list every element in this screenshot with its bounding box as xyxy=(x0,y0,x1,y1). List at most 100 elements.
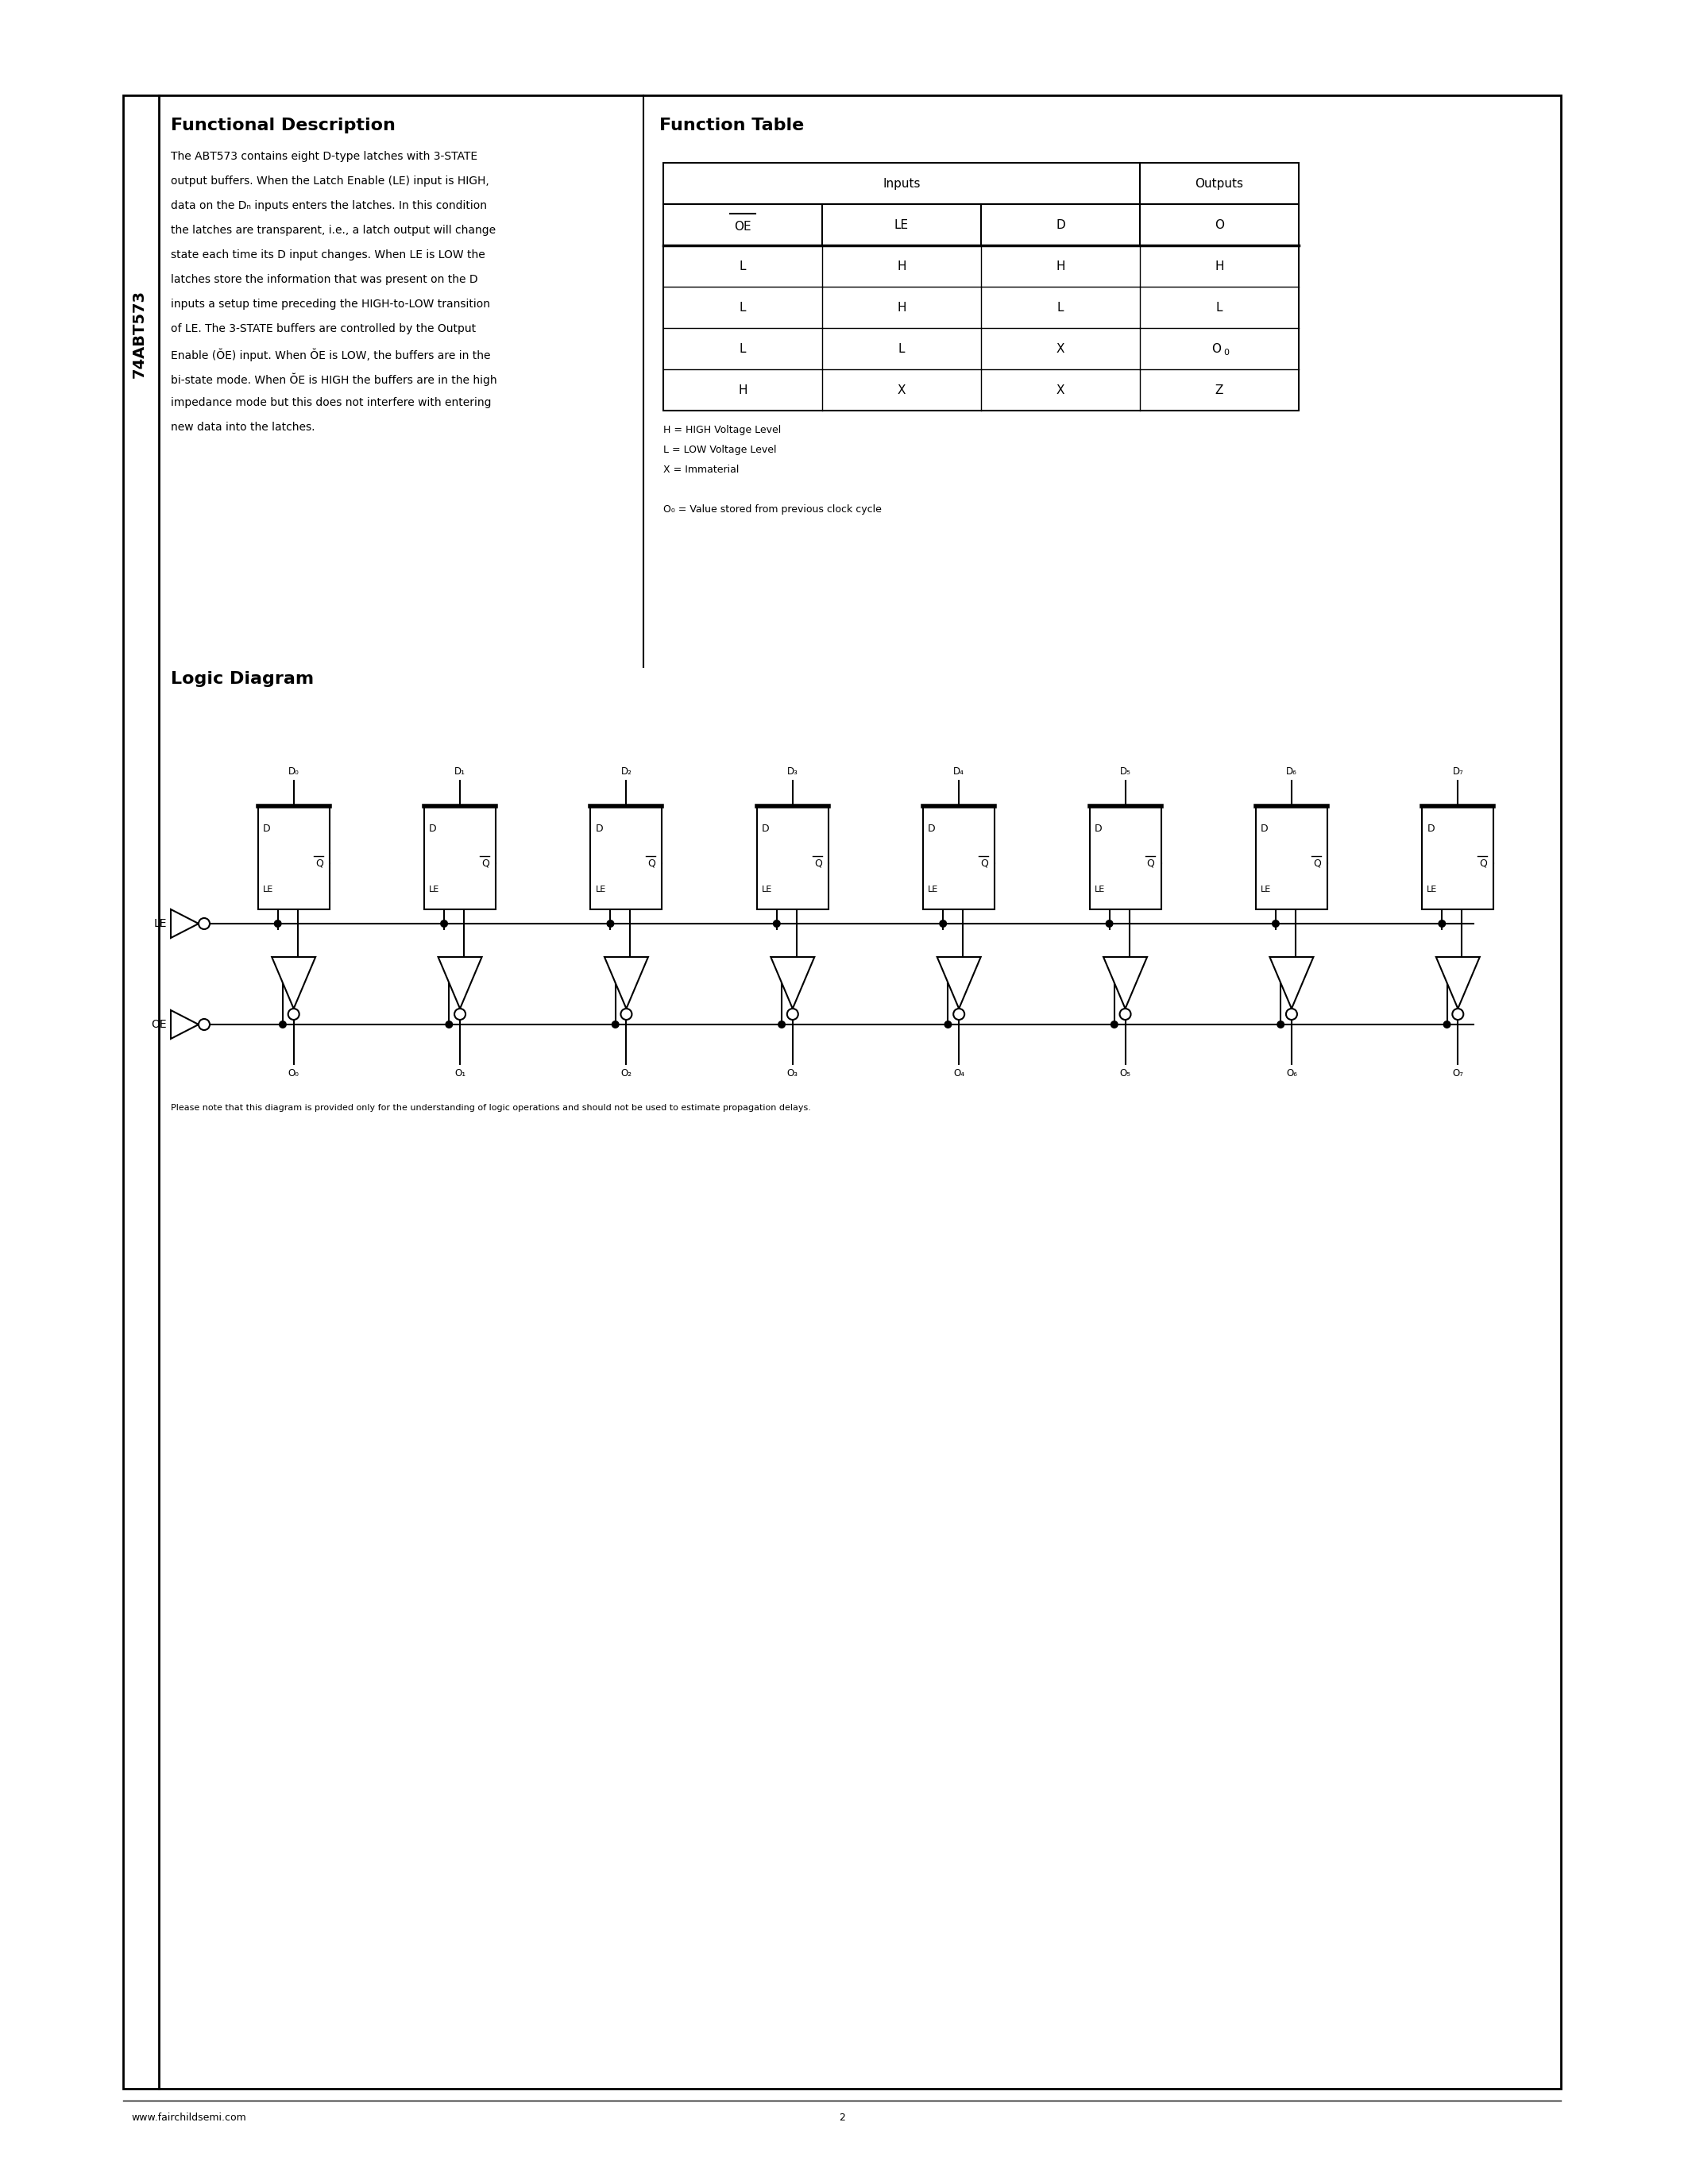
Text: D₄: D₄ xyxy=(954,767,964,778)
Polygon shape xyxy=(937,957,981,1009)
Circle shape xyxy=(1443,1020,1452,1029)
Text: data on the Dₙ inputs enters the latches. In this condition: data on the Dₙ inputs enters the latches… xyxy=(170,201,486,212)
Text: D: D xyxy=(928,823,935,834)
Text: L: L xyxy=(739,260,746,273)
Text: H: H xyxy=(1057,260,1065,273)
Text: LE: LE xyxy=(895,218,908,232)
Text: X: X xyxy=(1057,343,1065,354)
Text: new data into the latches.: new data into the latches. xyxy=(170,422,316,432)
Polygon shape xyxy=(1269,957,1313,1009)
Text: X: X xyxy=(898,384,906,395)
Polygon shape xyxy=(439,957,481,1009)
Text: D: D xyxy=(1055,218,1065,232)
Circle shape xyxy=(773,919,780,928)
Text: H: H xyxy=(896,301,906,312)
Text: O₅: O₅ xyxy=(1119,1068,1131,1079)
Text: The ABT573 contains eight D-type latches with 3-STATE: The ABT573 contains eight D-type latches… xyxy=(170,151,478,162)
Text: H = HIGH Voltage Level: H = HIGH Voltage Level xyxy=(663,426,782,435)
Text: L: L xyxy=(1057,301,1063,312)
Bar xyxy=(1089,806,1161,909)
Text: Z: Z xyxy=(1215,384,1224,395)
Text: LE: LE xyxy=(596,885,606,893)
Text: output buffers. When the Latch Enable (LE) input is HIGH,: output buffers. When the Latch Enable (L… xyxy=(170,175,490,186)
Text: Q: Q xyxy=(1146,858,1155,869)
Text: H: H xyxy=(738,384,748,395)
Circle shape xyxy=(1438,919,1447,928)
Text: D₂: D₂ xyxy=(621,767,631,778)
Text: of LE. The 3-STATE buffers are controlled by the Output: of LE. The 3-STATE buffers are controlle… xyxy=(170,323,476,334)
Polygon shape xyxy=(170,1011,199,1040)
Text: Enable (ŎE) input. When ŎE is LOW, the buffers are in the: Enable (ŎE) input. When ŎE is LOW, the b… xyxy=(170,347,491,360)
Polygon shape xyxy=(272,957,316,1009)
Text: O₃: O₃ xyxy=(787,1068,798,1079)
Polygon shape xyxy=(1104,957,1148,1009)
Text: www.fairchildsemi.com: www.fairchildsemi.com xyxy=(132,2112,246,2123)
Circle shape xyxy=(199,1020,209,1031)
Circle shape xyxy=(273,919,282,928)
Circle shape xyxy=(787,1009,798,1020)
Text: O₁: O₁ xyxy=(454,1068,466,1079)
Text: Logic Diagram: Logic Diagram xyxy=(170,670,314,688)
Text: bi-state mode. When ŎE is HIGH the buffers are in the high: bi-state mode. When ŎE is HIGH the buffe… xyxy=(170,373,496,387)
Polygon shape xyxy=(604,957,648,1009)
Text: D: D xyxy=(1426,823,1435,834)
Text: latches store the information that was present on the D: latches store the information that was p… xyxy=(170,273,478,286)
Polygon shape xyxy=(1436,957,1480,1009)
Text: O₀: O₀ xyxy=(289,1068,299,1079)
Circle shape xyxy=(1286,1009,1296,1020)
Circle shape xyxy=(939,919,947,928)
Circle shape xyxy=(279,1020,287,1029)
Circle shape xyxy=(954,1009,964,1020)
Text: OE: OE xyxy=(734,221,751,232)
Text: impedance mode but this does not interfere with entering: impedance mode but this does not interfe… xyxy=(170,397,491,408)
Text: the latches are transparent, i.e., a latch output will change: the latches are transparent, i.e., a lat… xyxy=(170,225,496,236)
Bar xyxy=(123,96,1561,2088)
Text: L: L xyxy=(1215,301,1222,312)
Bar xyxy=(756,806,829,909)
Text: X = Immaterial: X = Immaterial xyxy=(663,465,739,474)
Bar xyxy=(1256,806,1327,909)
Text: O: O xyxy=(1215,218,1224,232)
Bar xyxy=(663,164,1298,411)
Bar xyxy=(1421,806,1494,909)
Text: inputs a setup time preceding the HIGH-to-LOW transition: inputs a setup time preceding the HIGH-t… xyxy=(170,299,490,310)
Text: D₃: D₃ xyxy=(787,767,798,778)
Text: D: D xyxy=(1261,823,1268,834)
Text: H: H xyxy=(1215,260,1224,273)
Text: Q: Q xyxy=(316,858,322,869)
Text: O₇: O₇ xyxy=(1452,1068,1463,1079)
Text: Q: Q xyxy=(481,858,490,869)
Circle shape xyxy=(454,1009,466,1020)
Text: H: H xyxy=(896,260,906,273)
Text: O₂: O₂ xyxy=(621,1068,631,1079)
Text: Q: Q xyxy=(981,858,989,869)
Polygon shape xyxy=(771,957,815,1009)
Text: LE: LE xyxy=(761,885,771,893)
Polygon shape xyxy=(170,909,199,937)
Text: D₅: D₅ xyxy=(1119,767,1131,778)
Text: Q: Q xyxy=(648,858,655,869)
Bar xyxy=(591,806,662,909)
Text: O₆: O₆ xyxy=(1286,1068,1296,1079)
Text: Q: Q xyxy=(1313,858,1322,869)
Text: X: X xyxy=(1057,384,1065,395)
Text: O₄: O₄ xyxy=(954,1068,964,1079)
Bar xyxy=(258,806,329,909)
Circle shape xyxy=(1111,1020,1117,1029)
Circle shape xyxy=(446,1020,452,1029)
Text: D₆: D₆ xyxy=(1286,767,1296,778)
Circle shape xyxy=(1452,1009,1463,1020)
Circle shape xyxy=(944,1020,952,1029)
Text: 74ABT573: 74ABT573 xyxy=(132,290,147,378)
Text: LE: LE xyxy=(928,885,939,893)
Text: Q: Q xyxy=(814,858,822,869)
Text: LE: LE xyxy=(1094,885,1104,893)
Circle shape xyxy=(199,917,209,928)
Circle shape xyxy=(1119,1009,1131,1020)
Text: Functional Description: Functional Description xyxy=(170,118,395,133)
Circle shape xyxy=(289,1009,299,1020)
Text: Function Table: Function Table xyxy=(660,118,803,133)
Text: LE: LE xyxy=(154,917,167,928)
Text: 0: 0 xyxy=(1224,349,1229,356)
Text: Inputs: Inputs xyxy=(883,177,920,190)
